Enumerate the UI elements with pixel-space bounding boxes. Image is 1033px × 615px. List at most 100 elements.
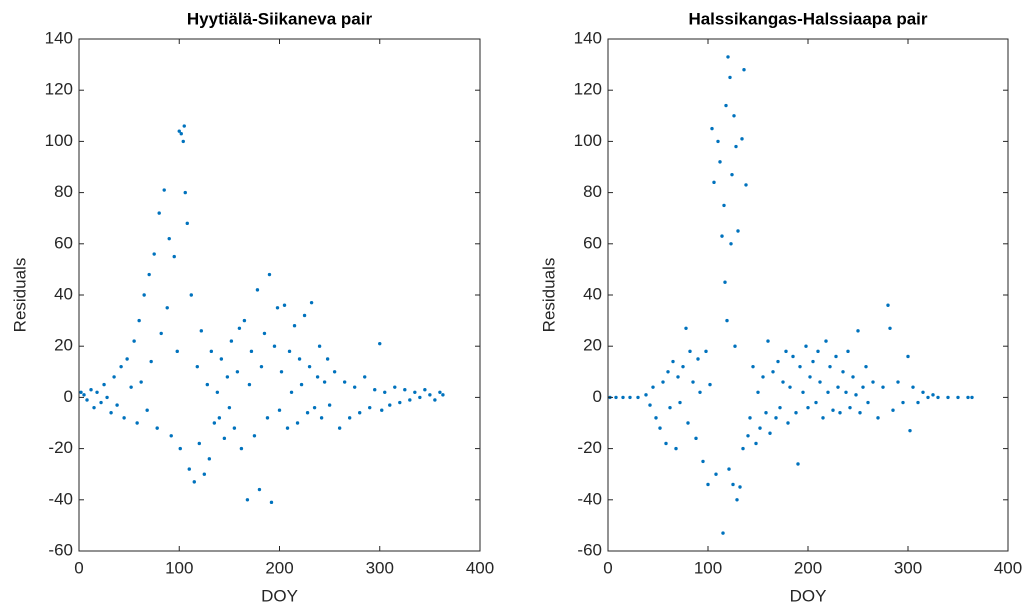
point — [735, 498, 739, 502]
point — [726, 55, 730, 59]
point — [668, 405, 672, 410]
point — [858, 411, 862, 415]
point — [921, 390, 925, 394]
point — [756, 390, 760, 394]
point — [202, 472, 207, 476]
point — [824, 339, 828, 343]
point — [383, 390, 387, 394]
x-tick-label: 0 — [74, 558, 83, 577]
point — [247, 382, 252, 387]
point — [751, 364, 755, 369]
point — [698, 390, 702, 394]
point — [252, 434, 257, 438]
point — [195, 364, 199, 369]
point — [145, 408, 149, 412]
point — [322, 380, 327, 384]
point — [192, 480, 196, 484]
point — [846, 349, 850, 354]
y-axis-label: Residuals — [10, 258, 29, 333]
point — [926, 395, 930, 400]
point — [207, 457, 212, 461]
point — [851, 375, 855, 379]
point — [684, 326, 688, 330]
point — [235, 370, 240, 374]
x-tick-label: 200 — [794, 558, 822, 577]
point — [916, 400, 920, 405]
point — [178, 446, 182, 451]
point — [664, 441, 668, 446]
point — [706, 482, 710, 487]
point — [734, 144, 738, 149]
y-tick-label: 20 — [54, 336, 73, 355]
point — [398, 400, 402, 405]
point — [774, 416, 778, 420]
y-tick-label: 60 — [583, 233, 602, 252]
point — [854, 393, 858, 397]
point — [285, 426, 290, 430]
point — [282, 303, 287, 307]
point — [122, 416, 126, 420]
point — [736, 229, 740, 233]
point — [95, 390, 99, 394]
point — [279, 370, 284, 374]
point — [418, 395, 422, 400]
y-tick-label: -60 — [48, 540, 73, 559]
point — [332, 370, 337, 374]
point — [85, 398, 89, 402]
point — [733, 344, 737, 348]
point — [694, 436, 698, 441]
point — [648, 403, 652, 407]
point — [788, 385, 792, 389]
point — [701, 459, 705, 464]
point — [183, 190, 187, 195]
point — [315, 375, 320, 379]
point — [262, 331, 267, 336]
y-tick-label: -40 — [48, 489, 73, 508]
point — [856, 329, 860, 333]
point — [730, 172, 734, 177]
point — [724, 103, 728, 108]
point — [712, 180, 716, 185]
point — [225, 375, 230, 379]
point — [796, 462, 800, 466]
point — [744, 183, 748, 187]
point — [155, 426, 159, 430]
point — [181, 139, 185, 144]
point — [219, 357, 224, 361]
point — [165, 306, 169, 310]
point — [189, 293, 193, 297]
y-tick-label: 100 — [574, 131, 602, 150]
y-tick-label: 100 — [45, 131, 73, 150]
point — [731, 482, 735, 487]
point — [129, 385, 133, 389]
point — [380, 408, 384, 412]
point — [229, 339, 234, 343]
point — [249, 349, 254, 354]
x-tick-label: 300 — [894, 558, 922, 577]
point — [742, 68, 746, 72]
y-tick-label: 0 — [64, 387, 73, 406]
point — [162, 188, 166, 192]
point — [217, 416, 222, 420]
point — [327, 403, 332, 407]
point — [242, 318, 247, 323]
point — [696, 357, 700, 361]
point — [272, 344, 277, 348]
point — [342, 380, 347, 384]
point — [142, 293, 146, 297]
point — [844, 390, 848, 394]
point — [754, 441, 758, 446]
point — [651, 385, 655, 389]
point — [718, 160, 722, 164]
point — [758, 426, 762, 430]
point — [814, 400, 818, 405]
point — [277, 408, 282, 412]
point — [199, 329, 204, 333]
point — [109, 411, 113, 415]
point — [936, 395, 940, 400]
point — [729, 242, 733, 246]
point — [836, 385, 840, 389]
point — [970, 395, 974, 400]
point — [302, 313, 307, 318]
point — [433, 398, 437, 402]
